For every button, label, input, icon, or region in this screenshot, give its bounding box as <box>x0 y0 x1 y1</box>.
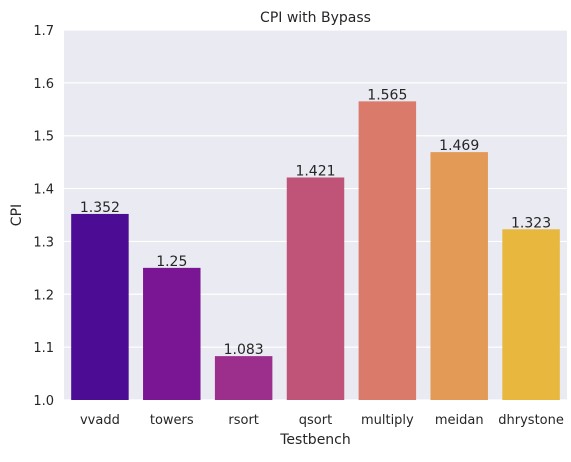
bar-towers <box>143 267 201 400</box>
data-label-towers: 1.25 <box>156 254 187 270</box>
data-labels: 1.352 1.25 1.083 1.421 1.565 1.469 1.323 <box>80 87 551 358</box>
x-tick-label-meidan: meidan <box>435 413 484 428</box>
data-label-meidan: 1.469 <box>439 138 479 154</box>
bar-rsort <box>214 356 273 400</box>
bars <box>71 101 560 400</box>
bar-dhrystone <box>502 229 560 400</box>
x-tick-label-towers: towers <box>150 413 194 428</box>
y-axis-label: CPI <box>9 204 25 226</box>
bar-vvadd <box>71 213 129 400</box>
y-axis-ticks: 1.0 1.1 1.2 1.3 1.4 1.5 1.6 1.7 <box>33 24 54 409</box>
x-tick-label-vvadd: vvadd <box>80 413 120 428</box>
chart-title: CPI with Bypass <box>260 10 371 26</box>
y-tick-label: 1.2 <box>33 288 54 303</box>
x-tick-label-dhrystone: dhrystone <box>498 413 564 428</box>
bar-qsort <box>286 177 345 400</box>
x-axis-label: Testbench <box>279 432 351 448</box>
y-tick-label: 1.5 <box>33 130 54 145</box>
data-label-dhrystone: 1.323 <box>511 215 551 231</box>
data-label-multiply: 1.565 <box>367 87 407 103</box>
data-label-rsort: 1.083 <box>224 342 264 358</box>
y-tick-label: 1.3 <box>33 235 54 250</box>
y-tick-label: 1.7 <box>33 24 54 39</box>
y-tick-label: 1.0 <box>33 394 54 409</box>
x-tick-label-qsort: qsort <box>299 413 332 428</box>
data-label-qsort: 1.421 <box>295 163 335 179</box>
bar-meidan <box>430 152 488 400</box>
y-tick-label: 1.4 <box>33 183 54 198</box>
y-tick-label: 1.1 <box>33 341 54 356</box>
y-tick-label: 1.6 <box>33 77 54 92</box>
data-label-vvadd: 1.352 <box>80 200 120 216</box>
x-axis-ticks: vvadd towers rsort qsort multiply meidan dhrys… <box>80 413 564 428</box>
bar-multiply <box>358 101 417 400</box>
x-tick-label-multiply: multiply <box>361 413 414 428</box>
x-tick-label-rsort: rsort <box>228 413 259 428</box>
